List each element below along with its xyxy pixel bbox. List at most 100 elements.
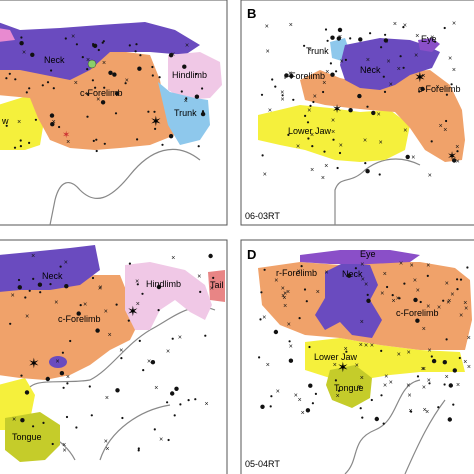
- recording-site-dot: [115, 388, 120, 393]
- no-response-marker: ×: [281, 285, 285, 292]
- no-response-marker: ×: [448, 56, 452, 63]
- recording-site-dot: [324, 28, 328, 31]
- recording-site-dot: [5, 77, 8, 80]
- no-response-marker: ×: [296, 143, 300, 150]
- no-response-marker: ×: [159, 436, 163, 443]
- recording-site-dot: [114, 112, 118, 115]
- recording-site-dot: [359, 407, 362, 410]
- recording-site-dot: [20, 418, 25, 423]
- no-response-marker: ×: [414, 52, 418, 59]
- recording-site-dot: [171, 337, 174, 340]
- panel-c-label-tongue: Tongue: [12, 432, 42, 442]
- no-response-marker: ×: [379, 140, 383, 147]
- recording-site-dot: [9, 322, 12, 325]
- recording-site-dot: [201, 87, 204, 90]
- no-response-marker: ×: [11, 293, 15, 300]
- recording-site-dot: [108, 70, 113, 76]
- no-response-marker: ×: [366, 57, 370, 64]
- no-response-marker: ×: [340, 59, 344, 66]
- panel-b-star-3: ✶: [447, 149, 457, 163]
- recording-site-dot: [349, 37, 352, 40]
- recording-site-dot: [69, 339, 72, 343]
- no-response-marker: ×: [436, 84, 440, 91]
- panel-b-label-rforelimb: r-Forelimb: [284, 71, 325, 81]
- recording-site-dot: [81, 56, 84, 59]
- recording-site-dot: [337, 27, 343, 33]
- no-response-marker: ×: [66, 139, 70, 146]
- recording-site-dot: [374, 416, 379, 422]
- no-response-marker: ×: [280, 89, 284, 96]
- no-response-marker: ×: [422, 384, 426, 391]
- no-response-marker: ×: [147, 359, 151, 366]
- no-response-marker: ×: [384, 39, 388, 46]
- recording-site-dot: [153, 110, 156, 113]
- no-response-marker: ×: [428, 347, 432, 354]
- recording-site-dot: [458, 356, 461, 360]
- recording-site-dot: [337, 389, 341, 392]
- recording-site-dot: [383, 90, 387, 93]
- recording-site-dot: [287, 133, 290, 136]
- no-response-marker: ×: [119, 348, 123, 355]
- no-response-marker: ×: [364, 281, 368, 288]
- panel-d-neck-region: [315, 262, 382, 338]
- recording-site-dot: [166, 401, 169, 404]
- recording-site-dot: [305, 408, 311, 413]
- no-response-marker: ×: [357, 384, 361, 391]
- recording-site-dot: [323, 150, 326, 153]
- recording-site-dot: [185, 97, 188, 100]
- recording-site-dot: [361, 416, 364, 419]
- no-response-marker: ×: [268, 107, 272, 114]
- no-response-marker: ×: [105, 395, 109, 402]
- recording-site-dot: [128, 262, 131, 265]
- panel-a-outline: [49, 148, 201, 226]
- recording-site-dot: [50, 122, 55, 127]
- recording-site-dot: [405, 154, 410, 160]
- recording-site-dot: [121, 416, 124, 420]
- no-response-marker: ×: [344, 346, 348, 353]
- recording-site-dot: [384, 33, 387, 36]
- no-response-marker: ×: [427, 378, 431, 385]
- no-response-marker: ×: [399, 261, 403, 268]
- recording-site-dot: [298, 317, 301, 320]
- recording-site-dot: [201, 110, 205, 113]
- recording-site-dot: [90, 414, 93, 417]
- recording-site-dot: [336, 36, 341, 41]
- recording-site-dot: [326, 39, 329, 42]
- no-response-marker: ×: [445, 281, 449, 288]
- recording-site-dot: [17, 285, 22, 290]
- no-response-marker: ×: [25, 314, 29, 321]
- no-response-marker: ×: [421, 73, 425, 80]
- recording-site-dot: [309, 104, 312, 107]
- recording-site-dot: [259, 318, 262, 321]
- no-response-marker: ×: [452, 67, 456, 74]
- no-response-marker: ×: [324, 163, 328, 170]
- panel-b-label-eye: Eye: [421, 34, 437, 44]
- recording-site-dot: [306, 121, 310, 124]
- recording-site-dot: [357, 93, 362, 99]
- recording-site-dot: [380, 394, 383, 397]
- no-response-marker: ×: [22, 50, 26, 57]
- recording-site-dot: [300, 265, 303, 268]
- recording-site-dot: [304, 114, 307, 117]
- no-response-marker: ×: [396, 296, 400, 303]
- recording-site-dot: [158, 76, 161, 79]
- recording-site-dot: [8, 72, 11, 75]
- recording-site-dot: [161, 143, 164, 146]
- no-response-marker: ×: [359, 342, 363, 349]
- recording-site-dot: [430, 355, 433, 358]
- no-response-marker: ×: [108, 332, 112, 339]
- recording-site-dot: [49, 113, 55, 118]
- no-response-marker: ×: [64, 259, 68, 266]
- recording-site-dot: [86, 68, 89, 71]
- no-response-marker: ×: [288, 70, 292, 77]
- no-response-marker: ×: [316, 289, 320, 296]
- no-response-marker: ×: [325, 69, 329, 76]
- recording-site-dot: [456, 150, 459, 153]
- recording-site-dot: [378, 173, 381, 176]
- no-response-marker: ×: [339, 143, 343, 150]
- recording-site-dot: [194, 398, 197, 401]
- recording-site-dot: [311, 402, 314, 405]
- no-response-marker: ×: [266, 362, 270, 369]
- recording-site-dot: [415, 318, 420, 323]
- recording-site-dot: [147, 110, 150, 113]
